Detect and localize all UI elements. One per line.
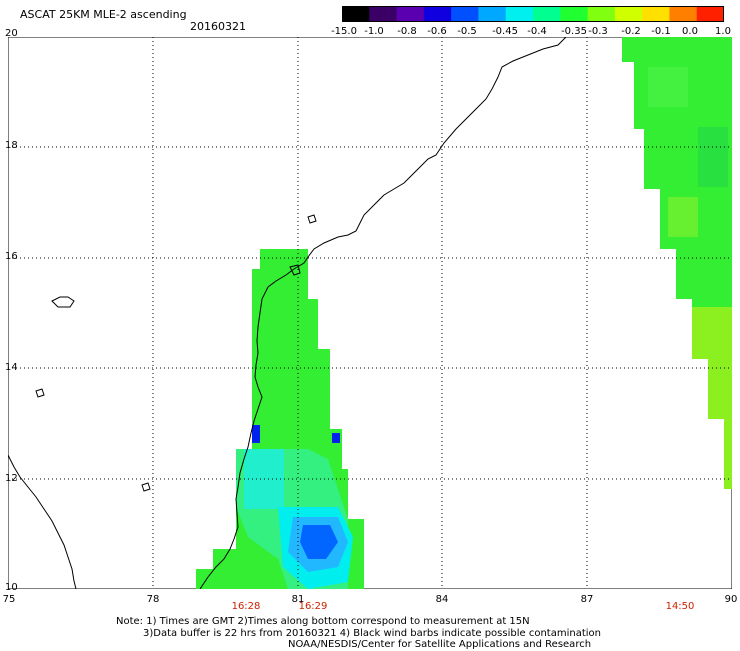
colorbar-segment xyxy=(696,6,724,22)
colorbar-segment xyxy=(642,6,670,22)
colorbar-segment xyxy=(451,6,479,22)
colorbar-segment xyxy=(505,6,534,22)
colorbar-label: -0.2 xyxy=(621,26,641,37)
lat-label: 14 xyxy=(5,362,18,373)
pass-time-label: 16:29 xyxy=(298,601,328,612)
lon-label: 78 xyxy=(146,594,160,605)
colorbar-segment xyxy=(614,6,643,22)
footer-note-2: 3)Data buffer is 22 hrs from 20160321 4)… xyxy=(143,628,601,639)
lon-label: 75 xyxy=(2,594,16,605)
lon-label: 87 xyxy=(580,594,594,605)
pass-time-label: 14:50 xyxy=(665,601,695,612)
colorbar-segment xyxy=(342,6,370,22)
product-title: ASCAT 25KM MLE-2 ascending xyxy=(20,8,187,21)
colorbar-segment xyxy=(423,6,452,22)
footer-credit: NOAA/NESDIS/Center for Satellite Applica… xyxy=(288,639,592,650)
lon-label: 90 xyxy=(724,594,738,605)
coastline xyxy=(8,37,567,589)
lat-label: 10 xyxy=(5,582,18,593)
colorbar-label: 0.0 xyxy=(682,26,698,37)
product-date: 20160321 xyxy=(190,20,246,33)
lon-label: 84 xyxy=(435,594,449,605)
colorbar xyxy=(342,6,724,22)
lat-label: 16 xyxy=(5,251,18,262)
wind-swath-west xyxy=(196,249,364,589)
colorbar-segment xyxy=(369,6,398,22)
pass-time-label: 16:28 xyxy=(231,601,261,612)
footer-note-1: Note: 1) Times are GMT 2)Times along bot… xyxy=(116,616,530,627)
colorbar-segment xyxy=(669,6,698,22)
colorbar-label: -0.8 xyxy=(397,26,417,37)
colorbar-segment xyxy=(478,6,507,22)
colorbar-segment xyxy=(533,6,561,22)
colorbar-segment xyxy=(396,6,425,22)
lat-label: 20 xyxy=(5,28,18,39)
colorbar-label: -1.0 xyxy=(364,26,384,37)
graticule xyxy=(8,37,732,589)
colorbar-border xyxy=(342,6,724,22)
colorbar-label: -0.5 xyxy=(457,26,477,37)
lat-label: 18 xyxy=(5,140,18,151)
map-plot xyxy=(8,37,732,589)
colorbar-label: -0.35 xyxy=(561,26,587,37)
map-frame xyxy=(8,37,732,589)
colorbar-label: -0.6 xyxy=(427,26,447,37)
colorbar-label: -0.4 xyxy=(527,26,547,37)
colorbar-label: -0.3 xyxy=(588,26,608,37)
colorbar-segment xyxy=(587,6,616,22)
colorbar-label: -0.45 xyxy=(492,26,518,37)
lon-label: 81 xyxy=(291,594,305,605)
lat-label: 12 xyxy=(5,473,18,484)
colorbar-labels: -15.0 -1.0 -0.8 -0.6 -0.5 -0.45 -0.4 -0.… xyxy=(330,26,735,38)
colorbar-label: 1.0 xyxy=(715,26,731,37)
colorbar-label: -0.1 xyxy=(651,26,671,37)
colorbar-label: -15.0 xyxy=(331,26,357,37)
wind-swath-east xyxy=(622,37,732,489)
colorbar-segment xyxy=(560,6,589,22)
